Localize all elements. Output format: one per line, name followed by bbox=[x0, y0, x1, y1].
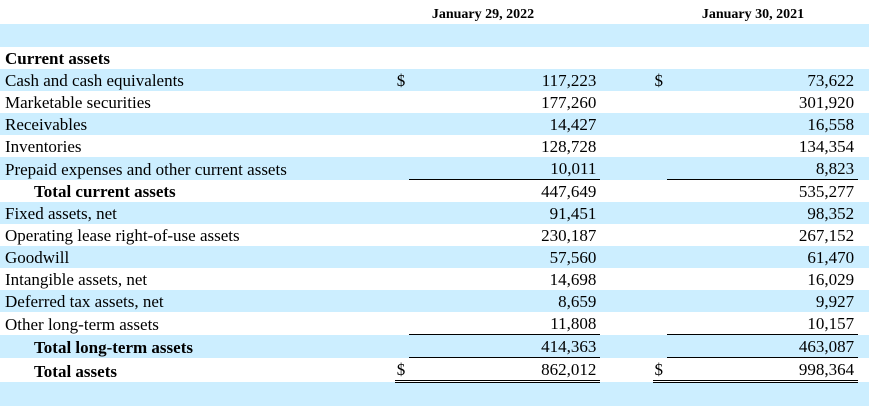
spacer-row bbox=[0, 381, 869, 406]
value-2021: 267,152 bbox=[798, 226, 855, 245]
value-2021: 8,823 bbox=[667, 157, 859, 180]
row-label: Operating lease right-of-use assets bbox=[5, 226, 240, 245]
value-2021: 16,029 bbox=[807, 270, 855, 289]
row-label: Marketable securities bbox=[5, 93, 151, 112]
total-row: Total current assets 447,649 535,277 bbox=[0, 179, 869, 202]
value-2022: 177,260 bbox=[541, 93, 597, 112]
grand-total-row: Total assets $ 862,012 $ 998,364 bbox=[0, 357, 869, 383]
value-2022: 8,659 bbox=[409, 290, 601, 312]
row-label: Total long-term assets bbox=[0, 334, 395, 358]
table-row: Receivables 14,427 16,558 bbox=[0, 113, 869, 135]
table-row: Deferred tax assets, net 8,659 9,927 bbox=[0, 290, 869, 312]
column-header-jan-30-2021: January 30, 2021 bbox=[650, 0, 856, 26]
value-2022: 57,560 bbox=[409, 246, 601, 268]
value-2021: 535,277 bbox=[667, 179, 859, 202]
table-row: Cash and cash equivalents $ 117,223 $ 73… bbox=[0, 69, 869, 91]
row-label: Fixed assets, net bbox=[0, 202, 395, 224]
value-2021: 134,354 bbox=[798, 137, 855, 156]
value-2022: 91,451 bbox=[409, 202, 601, 224]
currency-symbol: $ bbox=[394, 69, 410, 91]
value-2021: 16,558 bbox=[667, 113, 859, 135]
value-2021: 10,157 bbox=[807, 314, 855, 333]
row-label: Total assets bbox=[34, 361, 117, 381]
value-2021: 9,927 bbox=[667, 290, 859, 312]
table-row: Other long-term assets 11,808 10,157 bbox=[0, 312, 869, 335]
row-label: Goodwill bbox=[0, 246, 395, 268]
column-header-jan-29-2022: January 29, 2022 bbox=[380, 0, 586, 26]
value-2022: 11,808 bbox=[550, 314, 597, 333]
section-header-row: Current assets bbox=[0, 47, 869, 69]
value-2022: 862,012 bbox=[409, 357, 601, 383]
table-row: Goodwill 57,560 61,470 bbox=[0, 246, 869, 268]
value-2022: 128,728 bbox=[541, 137, 597, 156]
currency-symbol: $ bbox=[652, 69, 668, 91]
value-2022: 117,223 bbox=[409, 69, 601, 91]
value-2021: 301,920 bbox=[798, 93, 855, 112]
value-2022: 14,698 bbox=[549, 270, 597, 289]
value-2021: 998,364 bbox=[667, 357, 859, 383]
spacer-row bbox=[0, 24, 869, 47]
currency-symbol: $ bbox=[652, 357, 668, 383]
section-current-assets: Current assets bbox=[5, 49, 110, 68]
row-label: Receivables bbox=[0, 113, 395, 135]
total-row: Total long-term assets 414,363 463,087 bbox=[0, 334, 869, 358]
value-2022: 230,187 bbox=[541, 226, 597, 245]
table-row: Fixed assets, net 91,451 98,352 bbox=[0, 202, 869, 224]
table-row: Intangible assets, net 14,698 16,029 bbox=[0, 268, 869, 290]
row-label: Deferred tax assets, net bbox=[0, 290, 395, 312]
value-2022: 414,363 bbox=[409, 334, 601, 358]
row-label: Inventories bbox=[5, 137, 82, 156]
table-row: Operating lease right-of-use assets 230,… bbox=[0, 224, 869, 246]
value-2021: 98,352 bbox=[667, 202, 859, 224]
table-row: Prepaid expenses and other current asset… bbox=[0, 157, 869, 180]
table-row: Inventories 128,728 134,354 bbox=[0, 135, 869, 157]
row-label: Cash and cash equivalents bbox=[0, 69, 395, 91]
value-2022: 10,011 bbox=[409, 157, 601, 180]
row-label: Intangible assets, net bbox=[5, 270, 148, 289]
currency-symbol: $ bbox=[394, 357, 410, 383]
balance-sheet-table: Current assets Cash and cash equivalents… bbox=[0, 24, 869, 406]
value-2021: 463,087 bbox=[667, 334, 859, 358]
row-label: Total current assets bbox=[34, 182, 176, 201]
value-2021: 73,622 bbox=[667, 69, 859, 91]
value-2022: 447,649 bbox=[409, 179, 601, 202]
row-label: Prepaid expenses and other current asset… bbox=[0, 157, 395, 180]
value-2022: 14,427 bbox=[409, 113, 601, 135]
row-label: Other long-term assets bbox=[5, 314, 159, 334]
table-row: Marketable securities 177,260 301,920 bbox=[0, 91, 869, 113]
value-2021: 61,470 bbox=[667, 246, 859, 268]
